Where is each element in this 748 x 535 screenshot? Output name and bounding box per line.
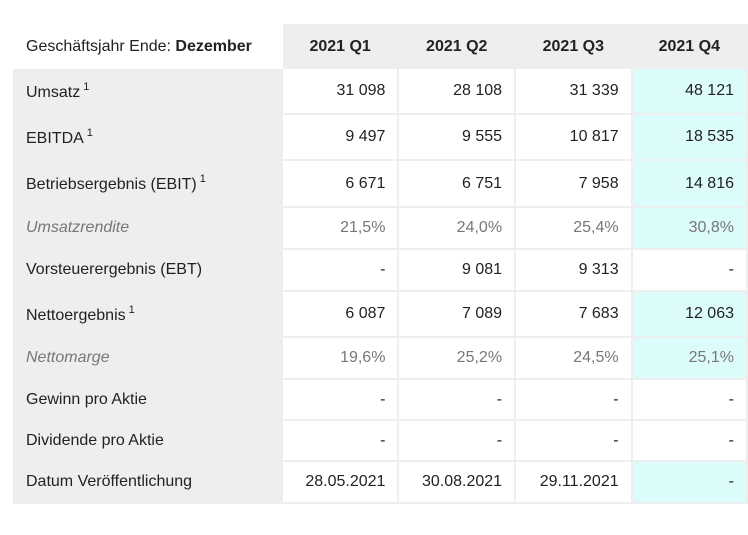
row-label-text: EBITDA: [26, 129, 84, 147]
cell-q4: 14 816: [630, 159, 748, 208]
cell-q4: -: [630, 248, 748, 292]
table-row: Betriebsergebnis (EBIT) 1 6 671 6 751 7 958 1…: [13, 159, 748, 208]
cell-q4: 12 063: [630, 290, 748, 338]
row-label: Betriebsergebnis (EBIT) 1: [13, 159, 283, 208]
cell-q4: -: [630, 460, 748, 504]
row-label-text: Umsatzrendite: [26, 219, 130, 236]
footnote-marker[interactable]: 1: [128, 303, 135, 316]
cell-q3: 31 339: [514, 67, 633, 115]
row-label-text: Datum Veröffentlichung: [26, 473, 193, 490]
row-label-text: Vorsteuerergebnis (EBT): [26, 261, 203, 278]
cell-q4: 30,8%: [630, 206, 748, 250]
cell-q4: 18 535: [630, 113, 748, 161]
table-row: Nettomarge 19,6% 25,2% 24,5% 25,1%: [13, 336, 748, 380]
row-label: EBITDA 1: [13, 113, 283, 161]
row-label-text: Nettoergebnis: [26, 306, 126, 324]
cell-q3: 25,4%: [514, 206, 633, 250]
row-label: Dividende pro Aktie: [13, 419, 283, 462]
cell-q3: 29.11.2021: [514, 460, 633, 504]
column-q4: 2021 Q4: [630, 24, 748, 69]
cell-q4: 25,1%: [630, 336, 748, 380]
cell-q4: -: [630, 378, 748, 421]
row-label: Umsatzrendite: [13, 206, 283, 250]
cell-q1: 21,5%: [280, 206, 400, 250]
table-row: EBITDA 1 9 497 9 555 10 817 18 535: [13, 113, 748, 161]
cell-q4: -: [630, 419, 748, 462]
table-row: Nettoergebnis 1 6 087 7 089 7 683 12 063: [13, 290, 748, 338]
cell-q1: 6 671: [280, 159, 400, 208]
cell-q3: 7 683: [514, 290, 633, 338]
fiscal-year-label: Geschäftsjahr Ende: Dezember: [13, 24, 283, 69]
row-label: Umsatz 1: [13, 67, 283, 115]
financials-table: Geschäftsjahr Ende: Dezember 2021 Q1 202…: [13, 24, 748, 504]
table-row: Vorsteuerergebnis (EBT) -9 081 9 313-: [13, 248, 748, 292]
row-label: Vorsteuerergebnis (EBT): [13, 248, 283, 292]
row-label-text: Gewinn pro Aktie: [26, 390, 147, 408]
cell-q2: 28 108: [397, 67, 517, 115]
cell-q4: 48 121: [630, 67, 748, 115]
table-row: Gewinn pro Aktie - - - -: [13, 378, 748, 421]
row-label: Datum Veröffentlichung: [13, 460, 283, 504]
cell-q1: 28.05.2021: [280, 460, 400, 504]
fiscal-year-text: Geschäftsjahr Ende:: [26, 37, 171, 55]
row-label: Gewinn pro Aktie: [13, 378, 283, 421]
footnote-marker[interactable]: 1: [83, 80, 90, 93]
cell-q2: 24,0%: [397, 206, 517, 250]
row-label: Nettomarge: [13, 336, 283, 380]
cell-q3: 10 817: [514, 113, 633, 161]
fiscal-year-month: Dezember: [175, 37, 252, 55]
cell-q1: -: [280, 248, 400, 292]
row-label-text: Nettomarge: [26, 349, 110, 366]
column-q3: 2021 Q3: [514, 24, 633, 69]
cell-q2: 9 555: [397, 113, 517, 161]
cell-q1: -: [280, 419, 400, 462]
cell-q1: 19,6%: [280, 336, 400, 380]
cell-q1: 31 098: [280, 67, 400, 115]
cell-q1: -: [280, 378, 400, 421]
cell-q3: 7 958: [514, 159, 633, 208]
table-row: Umsatzrendite 21,5% 24,0% 25,4% 30,8%: [13, 206, 748, 250]
footnote-marker[interactable]: 1: [86, 126, 93, 139]
row-label: Nettoergebnis 1: [13, 290, 283, 338]
cell-q3: -: [514, 378, 633, 421]
footnote-marker[interactable]: 1: [199, 173, 206, 185]
header-row: Geschäftsjahr Ende: Dezember 2021 Q1 202…: [13, 24, 748, 69]
table-row: Umsatz 1 31 098 28 108 31 339 48 121: [13, 67, 748, 115]
cell-q1: 6 087: [280, 290, 400, 338]
cell-q3: -: [514, 419, 633, 462]
cell-q2: 6 751: [397, 159, 517, 208]
cell-q3: 9 313: [514, 248, 633, 292]
cell-q1: 9 497: [280, 113, 400, 161]
cell-q2: 7 089: [397, 290, 517, 338]
column-q2: 2021 Q2: [397, 24, 517, 69]
cell-q2: 30.08.2021: [397, 460, 517, 504]
table-row: Dividende pro Aktie - - - -: [13, 419, 748, 462]
column-q1: 2021 Q1: [280, 24, 400, 69]
cell-q3: 24,5%: [514, 336, 633, 380]
row-label-text: Betriebsergebnis (EBIT): [26, 176, 197, 193]
cell-q2: 9 081: [397, 248, 517, 292]
cell-q2: -: [397, 419, 517, 462]
row-label-text: Dividende pro Aktie: [26, 431, 164, 449]
cell-q2: 25,2%: [397, 336, 517, 380]
row-label-text: Umsatz: [26, 83, 81, 101]
table-row: Datum Veröffentlichung 28.05.2021 30.08.20…: [13, 460, 748, 504]
cell-q2: -: [397, 378, 517, 421]
